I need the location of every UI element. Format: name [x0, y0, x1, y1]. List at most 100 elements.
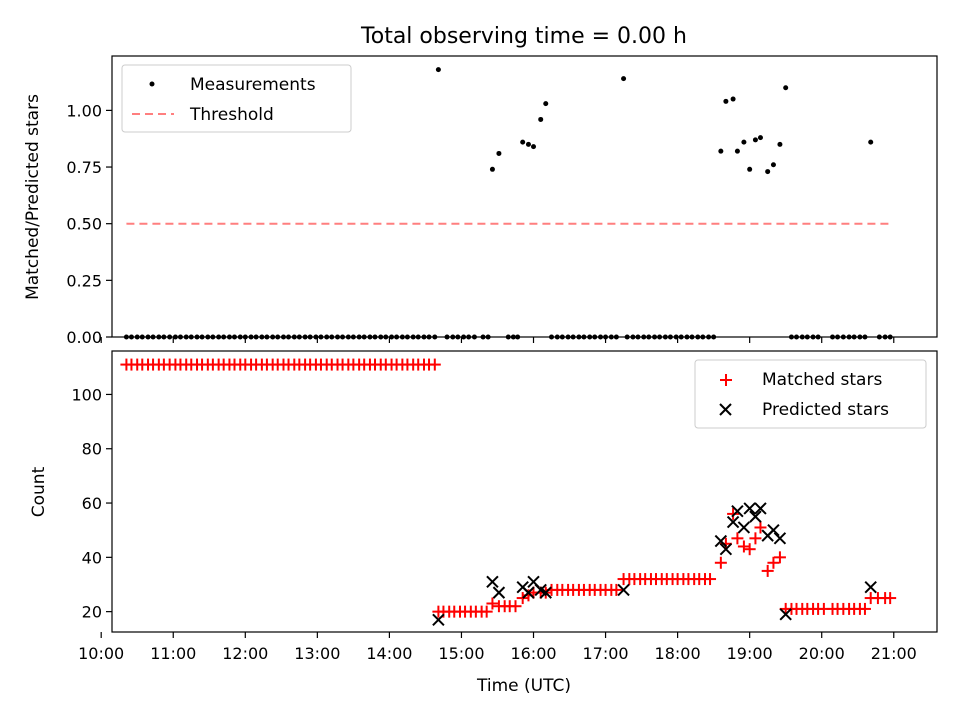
matched-star-point [610, 583, 623, 596]
matched-star-point [737, 540, 750, 553]
measurement-point [621, 76, 627, 82]
predicted-star-point [719, 542, 733, 556]
matched-star-point [714, 556, 727, 569]
top-y-tick-label: 0.75 [66, 158, 102, 177]
predicted-star-mark-b [527, 575, 540, 588]
matched-star-point [428, 358, 441, 371]
measurement-point [868, 139, 874, 145]
predicted-star-point [743, 502, 756, 515]
top-legend: Measurements Threshold [121, 64, 352, 133]
matched-star-point [761, 564, 774, 577]
predicted-star-mark-b [726, 515, 740, 529]
predicted-star-point [486, 575, 499, 588]
bottom-y-axis-ticks: 20 40 60 80 100 [71, 385, 112, 622]
predicted-star-mark-b [749, 510, 762, 523]
predicted-star-mark-b [737, 521, 751, 534]
bottom-plot: 20 40 60 80 100 10:00 11:00 12:00 13:00 14:00 15:… [29, 350, 938, 696]
measurement-point [777, 141, 783, 147]
measurement-point [734, 148, 740, 154]
predicted-star-point [754, 502, 767, 515]
predicted-star-mark-b [779, 608, 792, 621]
legend-matched-marker [720, 374, 732, 386]
predicted-star-mark-b [719, 542, 733, 556]
predicted-star-point [737, 521, 751, 534]
bottom-x-tick-label: 15:00 [438, 644, 484, 663]
predicted-star-point [539, 586, 552, 599]
predicted-star-point [492, 586, 506, 599]
matched-star-point [731, 532, 744, 545]
top-y-axis-label: Matched/Predicted stars [23, 94, 43, 300]
predicted-star-mark-b [743, 502, 756, 515]
predicted-star-mark-b [522, 586, 535, 599]
matched-star-point [749, 532, 762, 545]
bottom-x-tick-label: 14:00 [366, 644, 412, 663]
measurement-point [538, 116, 544, 122]
matched-star-point [486, 597, 499, 610]
predicted-star-mark-b [486, 575, 499, 588]
predicted-star-point [767, 523, 780, 537]
top-y-tick-label: 1.00 [66, 101, 102, 120]
predicted-star-point [864, 580, 877, 594]
bottom-x-tick-label: 18:00 [655, 644, 701, 663]
matched-star-point [767, 556, 780, 569]
measurement-point [496, 150, 502, 156]
legend-matched-label: Matched stars [762, 370, 882, 390]
measurement-point [730, 96, 736, 102]
legend-measurements-marker [149, 81, 155, 87]
predicted-star-point [773, 532, 787, 545]
predicted-star-point [726, 515, 740, 529]
top-y-tick-label: 0.00 [66, 328, 102, 347]
measurement-point [435, 67, 441, 73]
measurement-point [752, 137, 758, 143]
predicted-star-mark-b [516, 580, 529, 594]
bottom-x-tick-label: 17:00 [583, 644, 629, 663]
predicted-star-point [714, 534, 728, 548]
predicted-star-point [779, 608, 792, 621]
predicted-star-mark-b [864, 580, 877, 594]
bottom-x-tick-label: 16:00 [510, 644, 556, 663]
bottom-x-axis-label: Time (UTC) [476, 676, 571, 696]
bottom-x-tick-label: 10:00 [78, 644, 124, 663]
matched-star-point [743, 543, 756, 556]
predicted-star-point [432, 613, 445, 626]
measurement-point [757, 135, 763, 141]
bottom-y-tick-label: 60 [82, 494, 102, 513]
measurement-point [723, 98, 729, 104]
matched-star-point [480, 605, 493, 618]
bottom-x-tick-label: 12:00 [222, 644, 268, 663]
measurement-point [741, 139, 747, 145]
bottom-y-tick-label: 20 [82, 603, 102, 622]
legend-measurements-label: Measurements [190, 75, 316, 95]
matched-star-point [858, 602, 871, 615]
matched-star-point [884, 592, 897, 605]
top-plot-frame [111, 55, 938, 338]
top-plot: 0.00 0.25 0.50 0.75 1.00 Matched/Predicted s… [23, 55, 938, 347]
measurement-point [765, 169, 771, 175]
bottom-legend-box [694, 359, 927, 429]
top-legend-box [121, 64, 352, 133]
bottom-x-tick-label: 13:00 [294, 644, 340, 663]
predicted-star-mark-b [492, 586, 506, 599]
bottom-legend: Matched stars Predicted stars [694, 359, 927, 429]
legend-threshold-label: Threshold [189, 105, 274, 125]
matched-star-point [727, 507, 740, 520]
predicted-star-mark-b [767, 523, 780, 537]
matched-star-point [719, 537, 732, 550]
bottom-x-tick-label: 19:00 [727, 644, 773, 663]
bottom-plot-frame [111, 350, 938, 633]
bottom-x-tick-label: 21:00 [871, 644, 917, 663]
measurement-point [489, 166, 495, 172]
bottom-plot-marks [120, 358, 897, 626]
predicted-star-mark-b [617, 583, 630, 597]
chart-title: Total observing time = 0.00 h [360, 24, 687, 49]
predicted-star-mark-b [539, 586, 552, 599]
matched-star-point [509, 600, 522, 613]
top-y-tick-label: 0.50 [66, 215, 102, 234]
matched-star-point [516, 592, 529, 605]
matched-star-point [704, 573, 717, 586]
measurement-point [718, 148, 724, 154]
predicted-star-mark-b [432, 613, 445, 626]
predicted-star-mark-b [773, 532, 787, 545]
predicted-star-point [749, 510, 762, 523]
